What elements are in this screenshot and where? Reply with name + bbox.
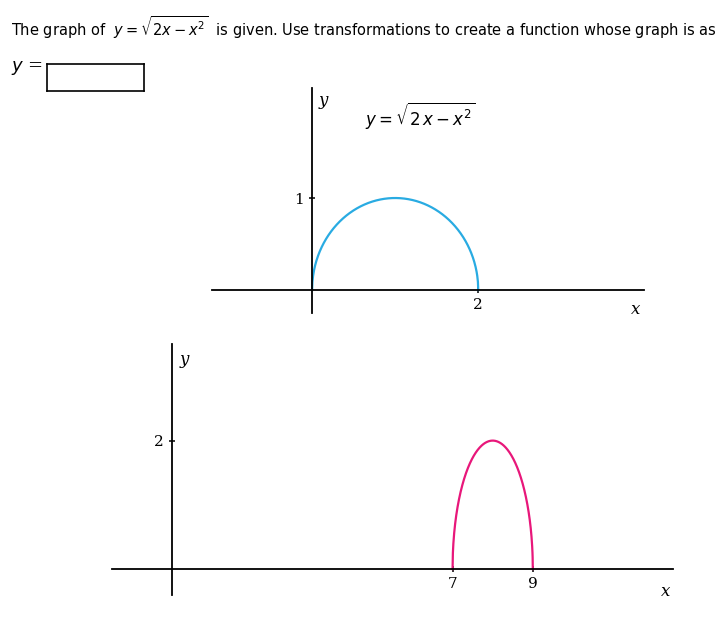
Text: x: x <box>631 301 641 318</box>
Text: $y$ =: $y$ = <box>11 59 42 78</box>
Text: y: y <box>319 92 328 110</box>
Text: The graph of  $y = \sqrt{2x - x^2}$  is given. Use transformations to create a f: The graph of $y = \sqrt{2x - x^2}$ is gi… <box>11 14 720 41</box>
Text: y: y <box>180 351 189 367</box>
Text: x: x <box>660 583 670 600</box>
Text: $y = \sqrt{2\,x - x^2}$: $y = \sqrt{2\,x - x^2}$ <box>365 100 475 131</box>
